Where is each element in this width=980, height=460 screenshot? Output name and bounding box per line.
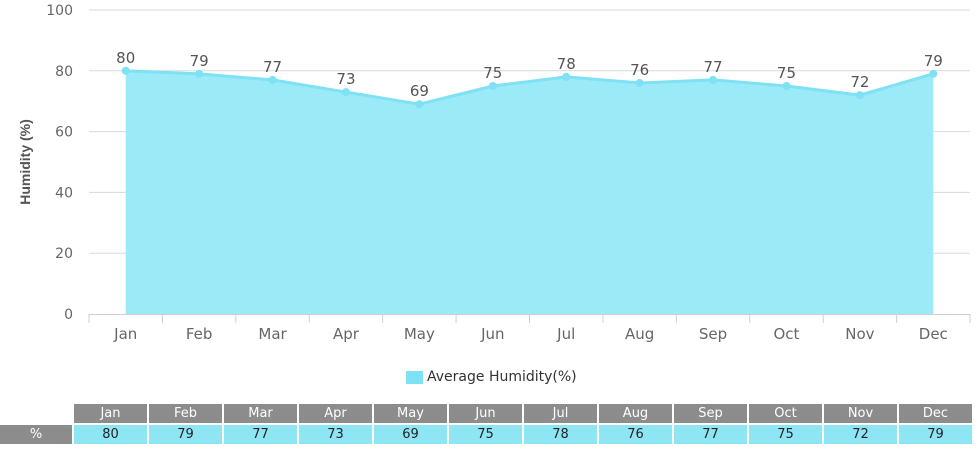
- table-value-mar: 77: [224, 425, 297, 444]
- legend-swatch: [406, 370, 423, 384]
- data-point-oct: [782, 82, 791, 90]
- y-tick-label-40: 40: [55, 185, 73, 201]
- table-value-jun: 75: [449, 425, 522, 444]
- legend-label: Average Humidity(%): [427, 369, 577, 385]
- data-label-feb: 79: [190, 52, 209, 70]
- table-value-dec: 79: [899, 425, 972, 444]
- table-header-oct: Oct: [749, 404, 822, 423]
- data-label-nov: 72: [850, 73, 869, 91]
- table-header-jul: Jul: [524, 404, 597, 423]
- table-value-apr: 73: [299, 425, 372, 444]
- data-label-jun: 75: [483, 64, 502, 82]
- data-point-jun: [488, 82, 497, 90]
- data-point-jan: [121, 66, 130, 75]
- table-value-oct: 75: [749, 425, 822, 444]
- table-value-jul: 78: [524, 425, 597, 444]
- data-point-mar: [268, 75, 277, 84]
- data-point-apr: [341, 88, 350, 97]
- x-tick-label-nov: Nov: [845, 325, 874, 343]
- data-label-jan: 80: [116, 49, 135, 67]
- series-points: [121, 66, 938, 109]
- table-header-row: Jan Feb Mar Apr May Jun Jul Aug Sep Oct Nov Dec: [0, 404, 972, 423]
- data-label-mar: 77: [263, 58, 282, 76]
- table-header-jan: Jan: [74, 404, 147, 423]
- series-area: [125, 69, 934, 314]
- data-label-sep: 77: [703, 58, 722, 76]
- table-value-feb: 79: [149, 425, 222, 444]
- y-axis-title: Humidity (%): [17, 119, 33, 205]
- x-tick-label-feb: Feb: [186, 325, 213, 343]
- x-axis: [88, 314, 971, 323]
- table-header-dec: Dec: [899, 404, 972, 423]
- legend[interactable]: Average Humidity(%): [406, 369, 577, 385]
- x-tick-label-jun: Jun: [480, 325, 504, 343]
- table-header-jun: Jun: [449, 404, 522, 423]
- y-axis-ticks: 0 20 40 60 80 100: [46, 3, 73, 323]
- table-corner: [0, 404, 72, 423]
- y-tick-label-80: 80: [55, 64, 73, 80]
- data-label-oct: 75: [777, 64, 796, 82]
- table-header-nov: Nov: [824, 404, 897, 423]
- data-point-feb: [195, 69, 204, 78]
- x-tick-label-aug: Aug: [625, 325, 654, 343]
- y-tick-label-60: 60: [55, 125, 73, 141]
- table-header-may: May: [374, 404, 447, 423]
- x-tick-label-sep: Sep: [699, 325, 727, 343]
- data-labels: 80 79 77 73 69 75 78 76 77 75 72 79: [116, 49, 943, 100]
- table-header-mar: Mar: [224, 404, 297, 423]
- y-tick-label-100: 100: [46, 3, 73, 19]
- x-tick-label-oct: Oct: [773, 325, 799, 343]
- table-value-aug: 76: [599, 425, 672, 444]
- data-point-sep: [709, 75, 718, 84]
- data-table: Jan Feb Mar Apr May Jun Jul Aug Sep Oct Nov Dec % 8…: [0, 402, 974, 446]
- data-label-aug: 76: [630, 61, 649, 79]
- y-tick-label-0: 0: [64, 307, 73, 323]
- table-header-apr: Apr: [299, 404, 372, 423]
- series-line: [125, 69, 934, 106]
- data-label-may: 69: [410, 82, 429, 100]
- table-value-may: 69: [374, 425, 447, 444]
- x-tick-label-jan: Jan: [113, 325, 137, 343]
- table-header-feb: Feb: [149, 404, 222, 423]
- data-point-may: [415, 100, 424, 109]
- table-header-sep: Sep: [674, 404, 747, 423]
- data-label-jul: 78: [557, 55, 576, 73]
- table-row-label: %: [0, 425, 72, 444]
- table-value-sep: 77: [674, 425, 747, 444]
- table-value-row: % 80 79 77 73 69 75 78 76 77 75 72 79: [0, 425, 972, 444]
- x-axis-ticks: Jan Feb Mar Apr May Jun Jul Aug Sep Oct Nov Dec: [113, 325, 948, 343]
- data-point-jul: [562, 72, 571, 81]
- x-tick-label-may: May: [404, 325, 435, 343]
- data-label-dec: 79: [924, 52, 943, 70]
- table-header-aug: Aug: [599, 404, 672, 423]
- humidity-area-chart: 0 20 40 60 80 100 Humidity (%) Jan Feb Mar Apr Ma…: [17, 3, 971, 343]
- x-tick-label-jul: Jul: [556, 325, 575, 343]
- data-point-dec: [929, 69, 938, 78]
- data-label-apr: 73: [336, 70, 355, 88]
- area-fill: [125, 70, 934, 314]
- data-point-aug: [635, 78, 644, 87]
- x-tick-label-dec: Dec: [919, 325, 948, 343]
- data-point-nov: [855, 91, 864, 100]
- x-tick-label-apr: Apr: [333, 325, 360, 343]
- x-tick-label-mar: Mar: [258, 325, 287, 343]
- y-tick-label-20: 20: [55, 246, 73, 262]
- table-value-nov: 72: [824, 425, 897, 444]
- table-value-jan: 80: [74, 425, 147, 444]
